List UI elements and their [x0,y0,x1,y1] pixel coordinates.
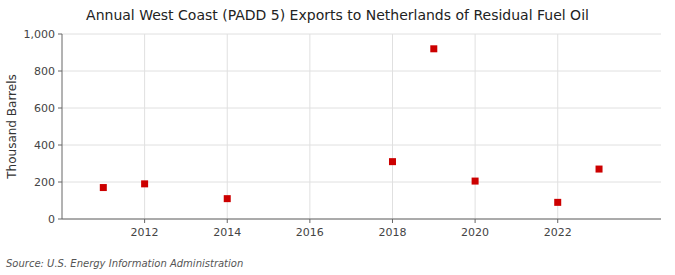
points [100,45,603,206]
x-tick [144,219,145,223]
point [472,178,479,185]
point [389,158,396,165]
x-grid-line [392,34,393,219]
x-grid-line [309,34,310,219]
x-tick-label: 2020 [461,226,489,239]
x-axis-line [62,219,661,220]
x-tick [557,219,558,223]
point [141,180,148,187]
y-tick [58,219,62,220]
x-tick-label: 2014 [213,226,241,239]
x-tick-label: 2016 [296,226,324,239]
y-tick-label: 1,000 [24,28,56,41]
x-tick [309,219,310,223]
y-grid-line [62,145,661,146]
chart-svg: Annual West Coast (PADD 5) Exports to Ne… [0,0,675,275]
x-tick-label: 2018 [378,226,406,239]
y-tick-label: 800 [34,65,55,78]
y-tick [58,145,62,146]
x-tick-label: 2012 [131,226,159,239]
point [596,166,603,173]
chart-container: Annual West Coast (PADD 5) Exports to Ne… [0,0,675,275]
y-tick-label: 600 [34,102,55,115]
x-grid-line [227,34,228,219]
point [430,45,437,52]
x-tick [475,219,476,223]
y-grid-line [62,34,661,35]
axes: 0 200 400 600 800 1,000 2012 2014 2016 2018 2020 20… [24,28,662,239]
title: Annual West Coast (PADD 5) Exports to Ne… [86,7,589,23]
point [224,195,231,202]
y-grid-line [62,108,661,109]
y-tick [58,71,62,72]
x-grid-line [557,34,558,219]
y-grid-line [62,182,661,183]
y-tick [58,108,62,109]
y-tick-label: 0 [48,213,55,226]
y-axis-line [62,34,63,219]
y-tick [58,34,62,35]
x-grid-line [144,34,145,219]
x-grid-line [475,34,476,219]
y-grid-line [62,71,661,72]
x-tick-label: 2022 [544,226,572,239]
y-tick-label: 200 [34,176,55,189]
y-grid-line [62,219,661,220]
grid [62,34,661,219]
y-tick [58,182,62,183]
y-tick-label: 400 [34,139,55,152]
x-tick [392,219,393,223]
x-tick [227,219,228,223]
y-axis-label: Thousand Barrels [5,74,19,179]
point [554,199,561,206]
source: Source: U.S. Energy Information Administ… [6,258,243,269]
point [100,184,107,191]
